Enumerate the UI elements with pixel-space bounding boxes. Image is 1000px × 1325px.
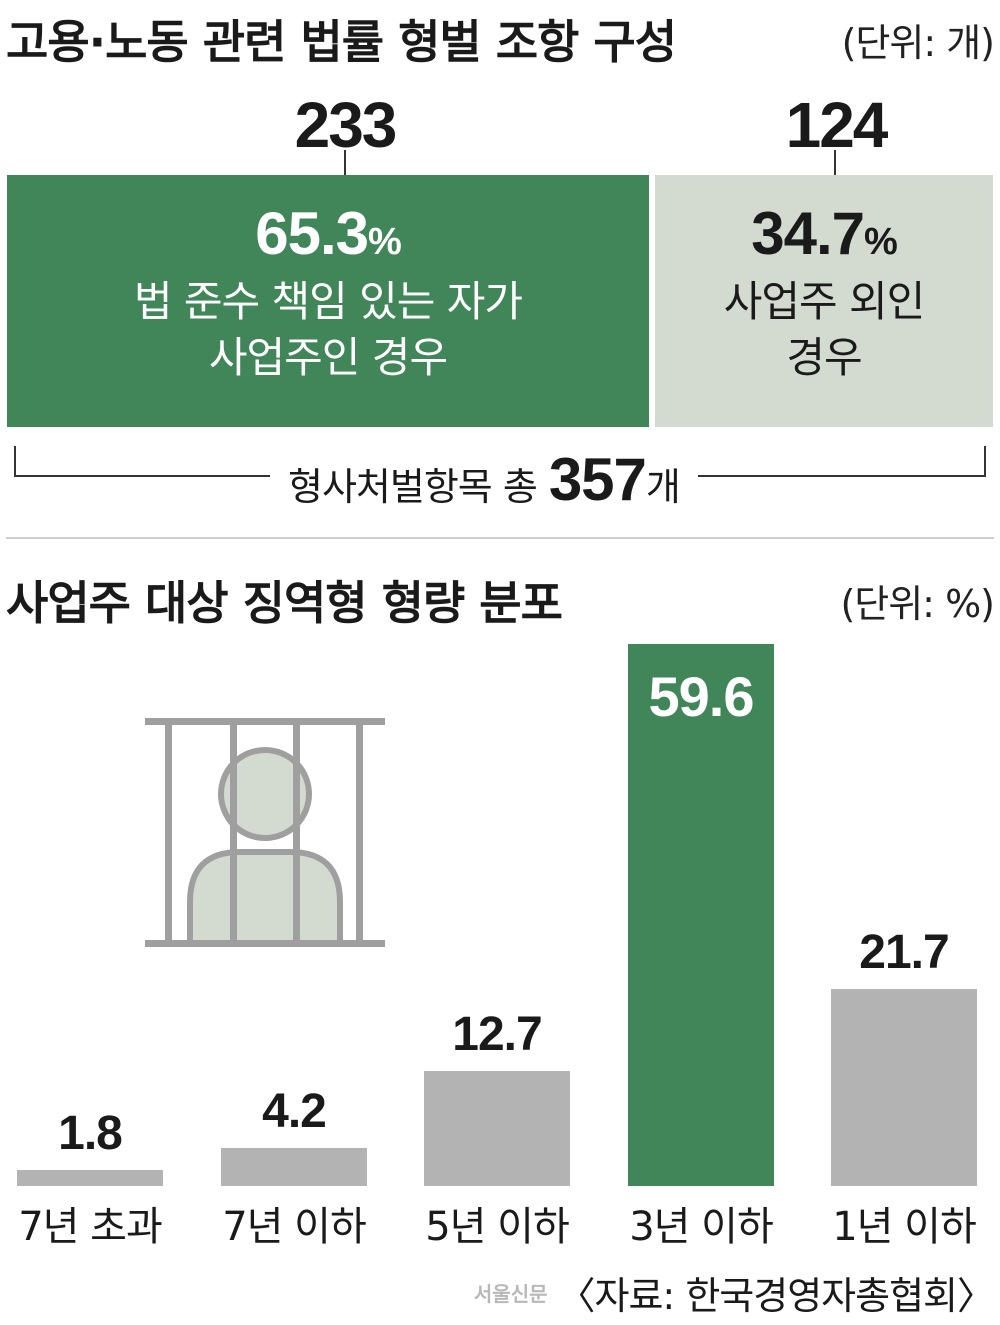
green-percent: 65.3% bbox=[255, 200, 402, 267]
prisoner-behind-bars-icon bbox=[145, 718, 385, 947]
bar-value-label-5: 21.7 bbox=[859, 926, 949, 979]
total-label: 형사처벌항목 총 357 개 bbox=[270, 445, 698, 513]
bar-1 bbox=[17, 1170, 163, 1186]
bracket-left-end bbox=[14, 446, 16, 476]
bar-2 bbox=[221, 1148, 367, 1186]
source-text: 〈자료: 한국경영자총협회〉 bbox=[557, 1274, 995, 1318]
section1-title: 고용·노동 관련 법률 형벌 조항 구성 bbox=[6, 15, 677, 69]
gray-count: 124 bbox=[785, 89, 889, 161]
source-line: 서울신문 〈자료: 한국경영자총협회〉 bbox=[473, 1265, 995, 1320]
green-share-block: 65.3% 법 준수 책임 있는 자가 사업주인 경우 bbox=[7, 175, 649, 427]
category-label-2: 7년 이하 bbox=[222, 1204, 367, 1250]
bar-3 bbox=[424, 1071, 570, 1186]
bar-5 bbox=[831, 989, 977, 1186]
bracket-right-end bbox=[984, 446, 986, 476]
gray-percent: 34.7% bbox=[751, 200, 898, 267]
gray-count-tick bbox=[834, 150, 836, 176]
green-count-tick bbox=[344, 150, 346, 176]
gray-share-block: 34.7% 사업주 외인 경우 bbox=[655, 175, 993, 427]
category-label-3: 5년 이하 bbox=[425, 1204, 570, 1250]
publisher-logo: 서울신문 bbox=[473, 1282, 548, 1306]
green-description: 법 준수 책임 있는 자가 사업주인 경우 bbox=[133, 277, 523, 382]
category-label-5: 1년 이하 bbox=[832, 1204, 977, 1250]
section-divider bbox=[6, 537, 994, 539]
bar-value-label-3: 12.7 bbox=[452, 1008, 542, 1061]
section1-unit: (단위: 개) bbox=[841, 21, 995, 65]
bar-value-label-1: 1.8 bbox=[58, 1107, 123, 1160]
section2-unit: (단위: %) bbox=[840, 582, 995, 626]
section2-title: 사업주 대상 징역형 형량 분포 bbox=[6, 576, 563, 630]
category-label-4: 3년 이하 bbox=[629, 1204, 774, 1250]
bar-4 bbox=[628, 644, 774, 1186]
bar-value-label-2: 4.2 bbox=[262, 1085, 327, 1138]
green-count: 233 bbox=[294, 89, 398, 161]
bar-value-label-4: 59.6 bbox=[648, 665, 755, 728]
category-label-1: 7년 초과 bbox=[18, 1204, 163, 1250]
gray-description: 사업주 외인 경우 bbox=[723, 277, 926, 382]
